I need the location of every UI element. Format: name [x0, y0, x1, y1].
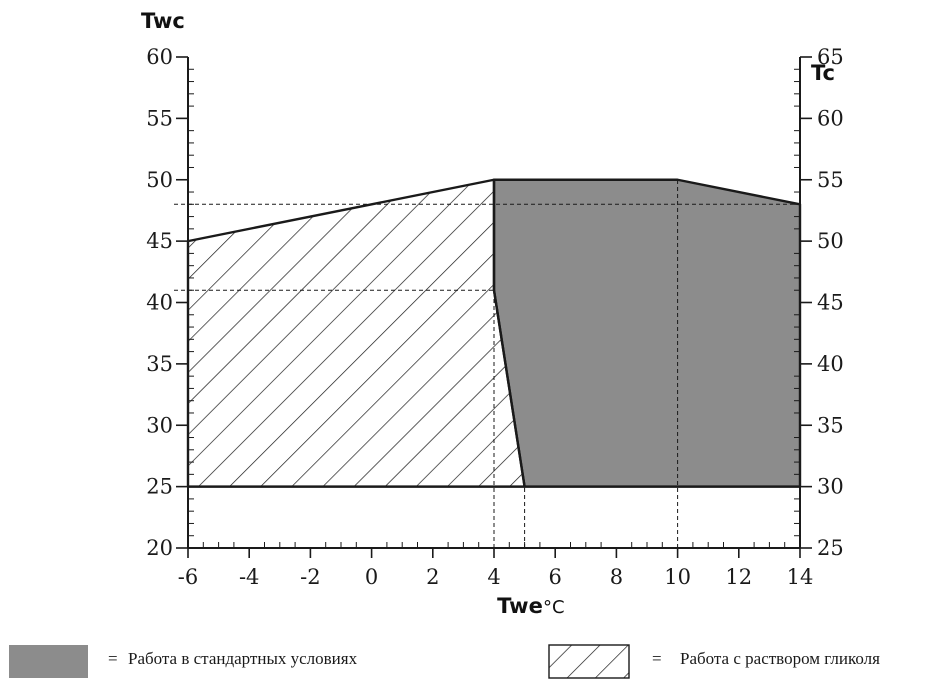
y-left-tick-label: 25 — [146, 475, 173, 499]
legend-swatch-standard — [9, 645, 88, 678]
y-left-tick-label: 30 — [146, 413, 173, 437]
legend-label-glycol: Работа с раствором гликоля — [680, 649, 880, 668]
y-axis-left-title: Twc — [141, 9, 185, 33]
legend-separator-glycol: = — [652, 649, 662, 668]
y-left-tick-label: 55 — [146, 106, 173, 130]
y-right-tick-label: 30 — [817, 475, 844, 499]
y-right-tick-label: 60 — [817, 106, 844, 130]
y-right-tick-label: 45 — [817, 291, 844, 315]
y-right-tick-label: 40 — [817, 352, 844, 376]
reference-lines-layer — [174, 179, 800, 548]
legend: = Работа в стандартных условиях = Работа… — [9, 644, 880, 679]
y-left-tick-label: 35 — [146, 352, 173, 376]
y-right-tick-label: 65 — [817, 45, 844, 69]
x-tick-label: 2 — [426, 565, 439, 589]
x-tick-label: 8 — [610, 565, 623, 589]
region-standard-operation — [492, 178, 802, 488]
y-right-tick-label: 25 — [817, 536, 844, 560]
x-tick-label: -2 — [300, 565, 320, 589]
legend-swatch-glycol — [548, 644, 630, 679]
x-tick-label: 4 — [487, 565, 500, 589]
legend-separator-standard: = — [108, 649, 118, 668]
x-tick-label: -6 — [178, 565, 198, 589]
y-axis-right-title: Tc — [811, 61, 835, 85]
x-tick-label: 14 — [787, 565, 814, 589]
y-left-tick-label: 50 — [146, 168, 173, 192]
legend-label-standard: Работа в стандартных условиях — [128, 649, 358, 668]
y-right-tick-label: 55 — [817, 168, 844, 192]
x-tick-label: 10 — [664, 565, 691, 589]
y-left-tick-label: 20 — [146, 536, 173, 560]
x-tick-label: 0 — [365, 565, 378, 589]
y-left-tick-label: 40 — [146, 291, 173, 315]
y-left-tick-label: 45 — [146, 229, 173, 253]
x-tick-label: 6 — [549, 565, 562, 589]
x-tick-label: 12 — [725, 565, 752, 589]
x-tick-label: -4 — [239, 565, 259, 589]
x-axis-unit: °C — [543, 597, 565, 618]
x-axis-title: Twe — [497, 594, 543, 618]
y-left-tick-label: 60 — [146, 45, 173, 69]
y-right-tick-label: 50 — [817, 229, 844, 253]
y-right-tick-label: 35 — [817, 413, 844, 437]
region-glycol-operation — [186, 178, 526, 488]
